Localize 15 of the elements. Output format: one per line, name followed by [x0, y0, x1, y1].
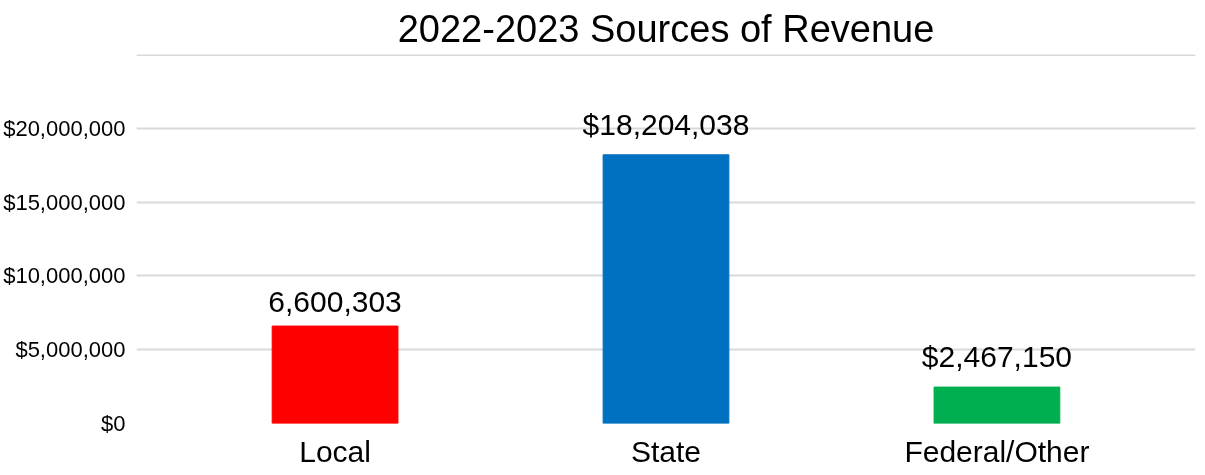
bar	[271, 325, 399, 424]
y-tick-label: $5,000,000	[15, 337, 126, 363]
y-tick-label: $20,000,000	[3, 115, 126, 141]
x-tick-label: Local	[299, 434, 371, 468]
x-tick-label: Federal/Other	[904, 434, 1090, 468]
y-tick-label: $15,000,000	[3, 189, 126, 215]
data-label: 6,600,303	[268, 285, 402, 319]
data-label: $2,467,150	[921, 340, 1073, 374]
y-tick-label: $10,000,000	[3, 263, 126, 289]
chart-title: 2022-2023 Sources of Revenue	[397, 7, 935, 50]
x-tick-label: State	[630, 434, 702, 468]
data-label: $18,204,038	[582, 107, 750, 141]
y-tick-label: $0	[101, 411, 126, 436]
bar	[602, 154, 730, 424]
bar	[933, 386, 1061, 424]
